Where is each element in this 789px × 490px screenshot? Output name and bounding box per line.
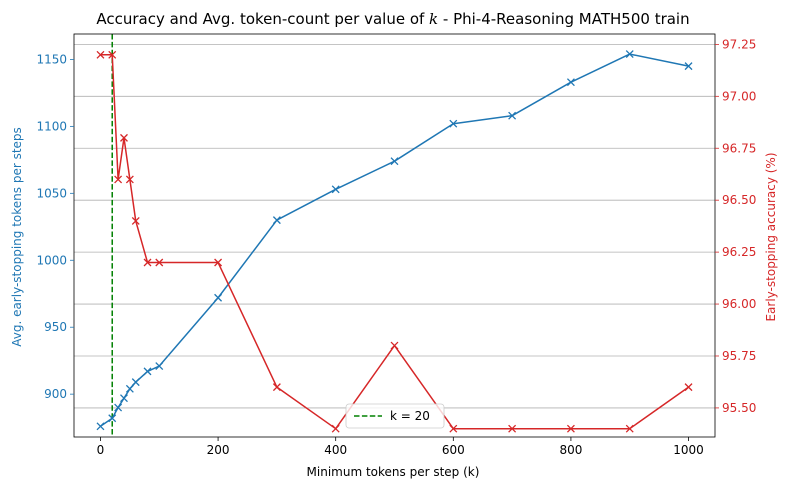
y-left-tick-label: 1100 <box>36 119 67 133</box>
y-left-tick-label: 900 <box>44 387 67 401</box>
data-point-left <box>449 119 458 128</box>
series-line-right <box>100 54 689 430</box>
data-point-left <box>214 293 223 302</box>
data-point-right <box>684 383 693 392</box>
y-left-tick-label: 1000 <box>36 253 67 267</box>
data-point-right <box>125 175 134 184</box>
data-point-left <box>390 157 399 166</box>
y-right-tick-label: 95.75 <box>722 349 756 363</box>
legend-box <box>345 403 445 429</box>
chart-title-suffix: - Phi-4-Reasoning MATH500 train <box>438 10 689 28</box>
data-point-left <box>125 384 134 393</box>
chart-title-k: k <box>429 10 438 28</box>
y-right-tick-label: 95.50 <box>722 401 756 415</box>
data-point-right <box>108 50 117 59</box>
chart-title-main: Accuracy and Avg. token-count per value … <box>96 10 429 28</box>
data-point-right <box>390 341 399 350</box>
data-point-left <box>566 78 575 87</box>
data-point-right <box>143 258 152 267</box>
data-point-left <box>684 62 693 71</box>
data-point-right <box>120 133 128 142</box>
x-tick-label: 0 <box>97 443 105 457</box>
y-left-tick-label: 950 <box>44 320 67 334</box>
legend: k = 20 <box>345 403 445 429</box>
x-tick-label: 800 <box>559 443 582 457</box>
data-point-left <box>131 378 140 387</box>
y-left-tick-label: 1050 <box>36 186 67 200</box>
y-right-tick-label: 97.00 <box>722 89 756 103</box>
y-right-tick-label: 96.00 <box>722 297 756 311</box>
grid <box>74 43 715 409</box>
data-point-right <box>449 424 458 433</box>
axes-frame <box>73 33 716 438</box>
data-point-left <box>155 362 164 370</box>
data-point-left <box>331 185 340 194</box>
x-axis-label: Minimum tokens per step (k) <box>307 465 480 479</box>
x-tick-label: 1000 <box>673 443 704 457</box>
data-point-left <box>272 216 281 225</box>
data-point-left <box>108 414 117 423</box>
axes: 0 200 400 600 800 1000 900 950 1000 1050 1100 1150 9… <box>36 33 756 457</box>
data-point-right <box>508 424 517 433</box>
x-tick-label: 400 <box>324 443 347 457</box>
data-point-left <box>143 367 152 376</box>
data-point-right <box>331 424 340 433</box>
y-axis-right-label: Early-stopping accuracy (%) <box>764 152 778 321</box>
data-point-right <box>272 383 281 392</box>
y-right-tick-label: 96.50 <box>722 193 756 207</box>
y-right-tick-label: 97.25 <box>722 37 756 51</box>
data-point-left <box>508 111 517 120</box>
chart-title: Accuracy and Avg. token-count per value … <box>96 10 689 28</box>
data-point-right <box>114 175 123 184</box>
data-point-right <box>131 216 140 225</box>
legend-label: k = 20 <box>390 409 430 423</box>
x-tick-label: 200 <box>207 443 230 457</box>
data-point-right <box>96 50 105 59</box>
data-point-left <box>96 422 105 431</box>
data-point-right <box>625 424 634 433</box>
data-point-right <box>566 424 575 433</box>
data-point-right <box>214 258 223 267</box>
data-point-left <box>120 394 128 403</box>
y-right-tick-label: 96.25 <box>722 245 756 259</box>
data-point-left <box>625 50 634 59</box>
x-tick-label: 600 <box>442 443 465 457</box>
y-axis-left-label: Avg. early-stopping tokens per steps <box>10 127 24 347</box>
y-left-tick-label: 1150 <box>36 52 67 66</box>
series-line-left <box>100 53 689 427</box>
y-right-tick-label: 96.75 <box>722 141 756 155</box>
data-point-right <box>155 258 164 267</box>
data-point-left <box>114 403 123 412</box>
plot-area <box>96 34 693 437</box>
